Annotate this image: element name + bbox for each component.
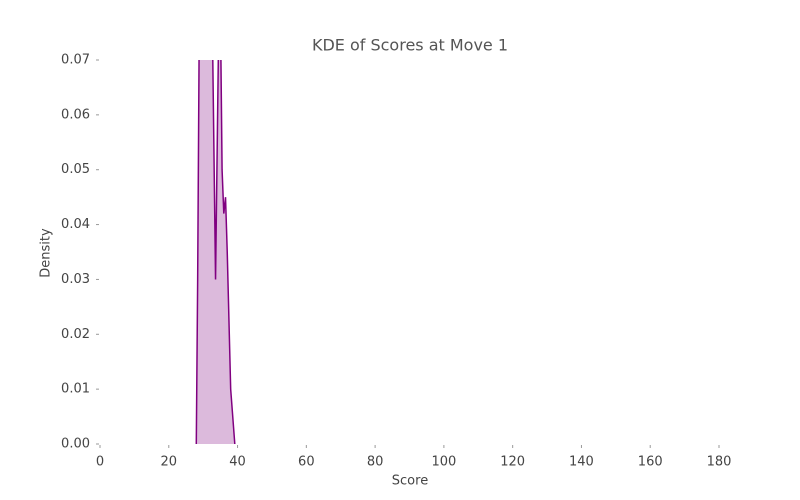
x-tick-label: 0 xyxy=(96,455,104,470)
x-tick-label: 160 xyxy=(638,455,663,470)
plot-area xyxy=(195,60,236,445)
x-tick-label: 120 xyxy=(500,455,525,470)
x-tick-label: 60 xyxy=(298,455,315,470)
kde-area xyxy=(196,60,235,444)
y-tick-label: 0.02 xyxy=(61,327,90,342)
x-axis-label: Score xyxy=(392,474,428,489)
y-tick-label: 0.00 xyxy=(61,437,90,452)
y-tick-label: 0.07 xyxy=(61,53,90,68)
y-tick-label: 0.01 xyxy=(61,382,90,397)
y-tick-label: 0.05 xyxy=(61,162,90,177)
x-tick-label: 180 xyxy=(707,455,732,470)
chart-title: KDE of Scores at Move 1 xyxy=(312,36,508,55)
y-axis-label: Density xyxy=(39,228,54,278)
y-tick-label: 0.04 xyxy=(61,217,90,232)
x-tick-label: 40 xyxy=(229,455,246,470)
x-tick-label: 140 xyxy=(569,455,594,470)
kde-line xyxy=(195,60,236,445)
x-tick-label: 80 xyxy=(367,455,384,470)
x-tick-label: 20 xyxy=(161,455,178,470)
x-tick-label: 100 xyxy=(431,455,456,470)
y-tick-label: 0.03 xyxy=(61,272,90,287)
y-tick-label: 0.06 xyxy=(61,107,90,122)
